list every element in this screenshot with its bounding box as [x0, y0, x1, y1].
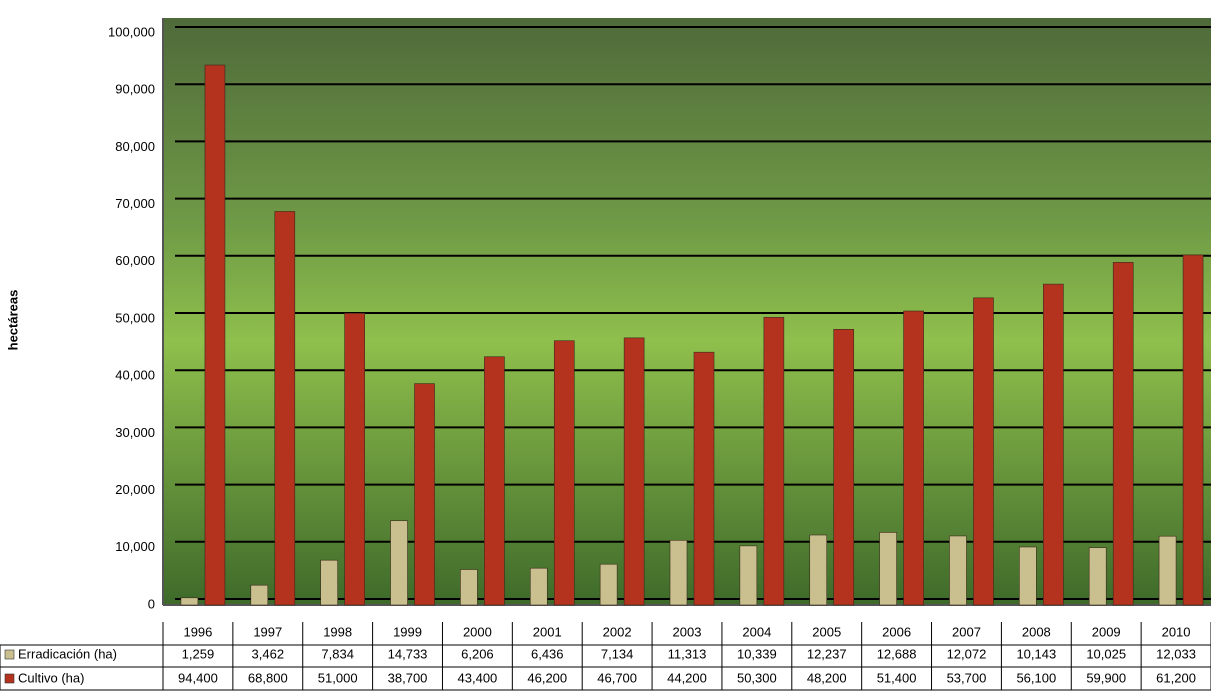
y-tick-label: 100,000	[108, 24, 155, 39]
bar	[414, 383, 435, 606]
x-tick-label: 1997	[253, 624, 282, 639]
value-label: 46,700	[597, 670, 637, 685]
bar	[390, 520, 408, 606]
bar	[553, 340, 575, 606]
value-label: 12,688	[877, 646, 917, 661]
value-label: 61,200	[1156, 670, 1196, 685]
bar	[180, 597, 199, 606]
bar	[693, 351, 715, 606]
bar	[1182, 254, 1204, 606]
value-label: 50,300	[737, 670, 777, 685]
x-tick-label: 1998	[323, 624, 352, 639]
bar	[204, 64, 226, 606]
bar	[320, 559, 338, 606]
x-tick-label: 2008	[1022, 624, 1051, 639]
value-label: 12,237	[807, 646, 847, 661]
bar	[949, 535, 967, 606]
value-label: 56,100	[1016, 670, 1056, 685]
value-label: 12,033	[1156, 646, 1196, 661]
y-tick-label: 80,000	[115, 139, 155, 154]
bar	[833, 328, 855, 606]
value-label: 51,400	[877, 670, 917, 685]
x-tick-label: 2005	[812, 624, 841, 639]
x-tick-label: 1999	[393, 624, 422, 639]
x-tick-label: 2001	[533, 624, 562, 639]
value-label: 10,143	[1016, 646, 1056, 661]
x-tick-label: 2004	[742, 624, 771, 639]
bar	[879, 532, 897, 606]
y-tick-label: 60,000	[115, 253, 155, 268]
x-tick-label: 2006	[882, 624, 911, 639]
value-label: 38,700	[388, 670, 428, 685]
y-tick-label: 30,000	[115, 425, 155, 440]
plot-background	[163, 18, 1211, 605]
value-label: 12,072	[947, 646, 987, 661]
value-label: 6,436	[531, 646, 564, 661]
value-label: 14,733	[388, 646, 428, 661]
bar	[903, 310, 924, 606]
bar	[460, 569, 478, 606]
bar	[623, 337, 645, 606]
value-label: 3,462	[252, 646, 285, 661]
x-tick-label: 1996	[183, 624, 212, 639]
y-tick-label: 50,000	[115, 310, 155, 325]
bar	[1019, 546, 1037, 606]
bar	[809, 534, 828, 606]
x-tick-label: 2010	[1162, 624, 1191, 639]
bar	[1088, 547, 1107, 606]
x-tick-label: 2002	[603, 624, 632, 639]
value-label: 51,000	[318, 670, 358, 685]
value-label: 7,834	[321, 646, 354, 661]
legend-swatch	[4, 673, 15, 684]
value-label: 43,400	[458, 670, 498, 685]
y-tick-label: 90,000	[115, 82, 155, 97]
bar	[484, 356, 505, 606]
value-label: 44,200	[667, 670, 707, 685]
bar	[344, 312, 365, 606]
value-label: 48,200	[807, 670, 847, 685]
x-tick-label: 2007	[952, 624, 981, 639]
value-label: 94,400	[178, 670, 218, 685]
bar	[1112, 262, 1134, 606]
legend-label: Erradicación (ha)	[18, 646, 117, 661]
value-label: 6,206	[461, 646, 494, 661]
y-tick-label: 70,000	[115, 196, 155, 211]
value-label: 7,134	[601, 646, 634, 661]
value-label: 11,313	[668, 646, 707, 661]
bar	[669, 539, 688, 606]
legend-label: Cultivo (ha)	[18, 670, 84, 685]
y-tick-label: 10,000	[115, 539, 155, 554]
bar	[763, 316, 785, 606]
legend-swatch	[4, 649, 15, 660]
value-label: 1,259	[182, 646, 215, 661]
bar	[1158, 535, 1177, 606]
value-label: 10,339	[737, 646, 777, 661]
value-label: 46,200	[527, 670, 567, 685]
bar	[739, 545, 758, 606]
x-tick-label: 2000	[463, 624, 492, 639]
value-label: 59,900	[1086, 670, 1126, 685]
y-tick-label: 40,000	[115, 368, 155, 383]
bar	[973, 297, 994, 606]
value-label: 53,700	[947, 670, 987, 685]
x-tick-label: 2009	[1092, 624, 1121, 639]
y-tick-label: 20,000	[115, 482, 155, 497]
bar	[1043, 283, 1064, 606]
y-tick-label: 0	[148, 596, 155, 611]
value-label: 68,800	[248, 670, 288, 685]
bar	[599, 563, 618, 606]
bar	[529, 567, 548, 606]
x-tick-label: 2003	[673, 624, 702, 639]
value-label: 10,025	[1086, 646, 1126, 661]
bar	[250, 584, 269, 606]
bar	[274, 211, 296, 606]
y-axis-label: hectáreas	[5, 290, 20, 351]
